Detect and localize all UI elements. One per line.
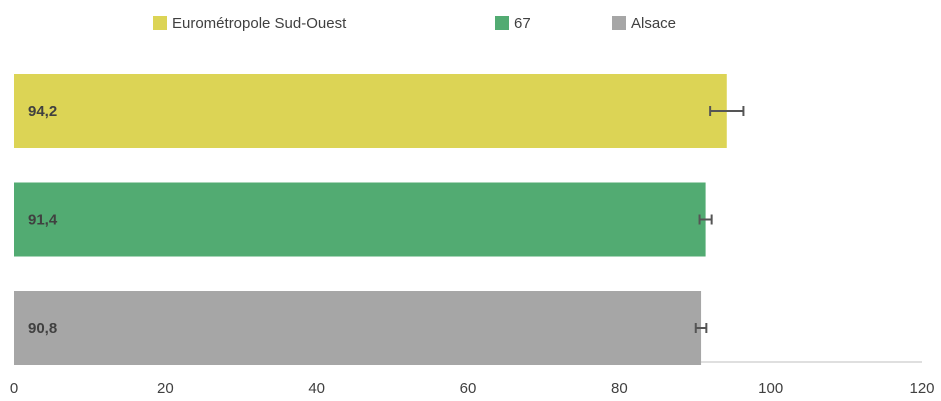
- legend-swatch: [153, 16, 167, 30]
- legend-swatch: [612, 16, 626, 30]
- data-label: 91,4: [28, 211, 58, 228]
- data-label: 90,8: [28, 320, 57, 337]
- error-bar: [709, 106, 745, 116]
- x-tick-label: 100: [758, 380, 783, 397]
- x-tick-label: 80: [611, 380, 628, 397]
- x-tick-label: 40: [308, 380, 325, 397]
- bar: [14, 74, 727, 148]
- legend-label: Alsace: [631, 15, 676, 32]
- data-label: 94,2: [28, 103, 57, 120]
- x-tick-label: 120: [909, 380, 934, 397]
- x-tick-label: 60: [460, 380, 477, 397]
- x-tick-label: 20: [157, 380, 174, 397]
- legend-swatch: [495, 16, 509, 30]
- x-tick-label: 0: [10, 380, 18, 397]
- error-bar: [698, 214, 713, 225]
- error-bar: [694, 323, 708, 333]
- legend-label: 67: [514, 15, 531, 32]
- bar: [14, 291, 702, 365]
- bar: [14, 182, 706, 257]
- legend-label: Eurométropole Sud-Ouest: [172, 15, 347, 32]
